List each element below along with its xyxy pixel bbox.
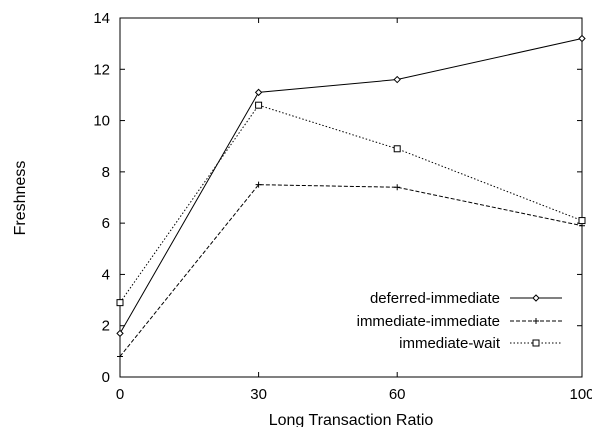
data-point: [578, 34, 586, 43]
legend-marker: [532, 339, 540, 347]
y-tick-label: 6: [102, 215, 110, 232]
y-tick-label: 12: [93, 61, 110, 78]
x-tick-label: 0: [116, 386, 124, 403]
plot-frame: [119, 17, 583, 378]
series-line-3: [119, 104, 583, 303]
y-tick-label: 4: [102, 266, 110, 283]
data-point: [116, 329, 124, 338]
series-line-1: [119, 38, 583, 334]
legend: deferred-immediate immediate-immediate imm…: [357, 290, 562, 352]
legend-label: immediate-immediate: [357, 313, 500, 330]
x-tick-label: 30: [250, 386, 267, 403]
x-tick-label: 60: [389, 386, 406, 403]
data-point: [578, 217, 586, 225]
series-line-2: [119, 184, 583, 357]
x-tick-label: 100: [569, 386, 592, 403]
legend-label: immediate-wait: [399, 335, 501, 352]
legend-marker: [532, 294, 540, 302]
y-tick-label: 0: [102, 369, 110, 386]
y-tick-label: 8: [102, 164, 110, 181]
y-tick-label: 10: [93, 113, 110, 130]
data-point: [394, 184, 401, 191]
series-group: [116, 34, 586, 360]
data-point: [116, 299, 124, 307]
data-point: [393, 75, 401, 84]
data-point: [255, 181, 262, 188]
data-point: [254, 88, 263, 97]
ticks-group: 0 2 4 6 8 10 12 14 0 30 60 100: [93, 10, 592, 403]
legend-label: deferred-immediate: [370, 290, 500, 307]
data-point: [393, 145, 401, 153]
y-tick-label: 2: [102, 318, 110, 335]
y-axis-label: Freshness: [12, 161, 29, 236]
data-point: [255, 101, 263, 109]
y-tick-label: 14: [93, 10, 110, 27]
legend-marker: [533, 318, 539, 324]
x-axis-label: Long Transaction Ratio: [269, 412, 434, 427]
data-point: [117, 353, 123, 360]
